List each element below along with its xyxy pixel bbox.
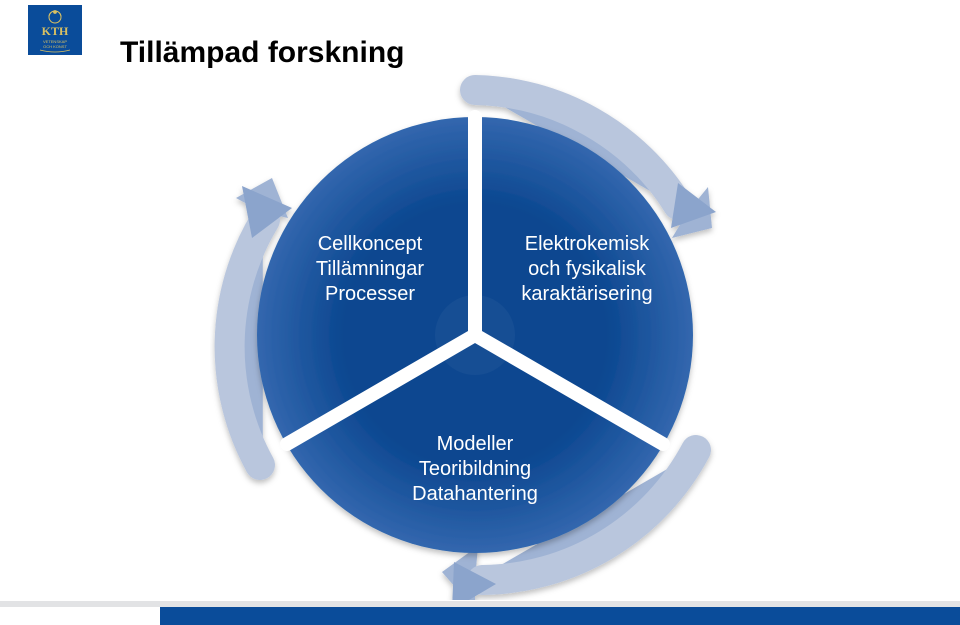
svg-text:KTH: KTH bbox=[42, 24, 69, 38]
seg-right-line-2: och fysikalisk bbox=[492, 257, 682, 282]
segment-label-bottom: Modeller Teoribildning Datahantering bbox=[370, 432, 580, 507]
page-title: Tillämpad forskning bbox=[120, 36, 405, 70]
kth-logo-box: KTH VETENSKAP OCH KONST bbox=[28, 5, 82, 55]
cycle-diagram: Cellkoncept Tillämningar Processer Elekt… bbox=[210, 70, 740, 600]
segment-label-left: Cellkoncept Tillämningar Processer bbox=[280, 232, 460, 307]
seg-right-line-3: karaktärisering bbox=[492, 282, 682, 307]
segment-label-right: Elektrokemisk och fysikalisk karaktärise… bbox=[492, 232, 682, 307]
seg-left-line-2: Tillämningar bbox=[280, 257, 460, 282]
brand-logo: KTH VETENSKAP OCH KONST bbox=[0, 0, 110, 60]
seg-bottom-line-1: Modeller bbox=[370, 432, 580, 457]
footer bbox=[0, 585, 960, 625]
footer-blue-bar bbox=[160, 607, 960, 625]
cycle-svg bbox=[210, 70, 740, 600]
kth-crest-icon: KTH VETENSKAP OCH KONST bbox=[28, 5, 82, 55]
seg-left-line-1: Cellkoncept bbox=[280, 232, 460, 257]
seg-bottom-line-3: Datahantering bbox=[370, 482, 580, 507]
seg-right-line-1: Elektrokemisk bbox=[492, 232, 682, 257]
svg-text:OCH KONST: OCH KONST bbox=[43, 44, 67, 49]
seg-left-line-3: Processer bbox=[280, 282, 460, 307]
seg-bottom-line-2: Teoribildning bbox=[370, 457, 580, 482]
